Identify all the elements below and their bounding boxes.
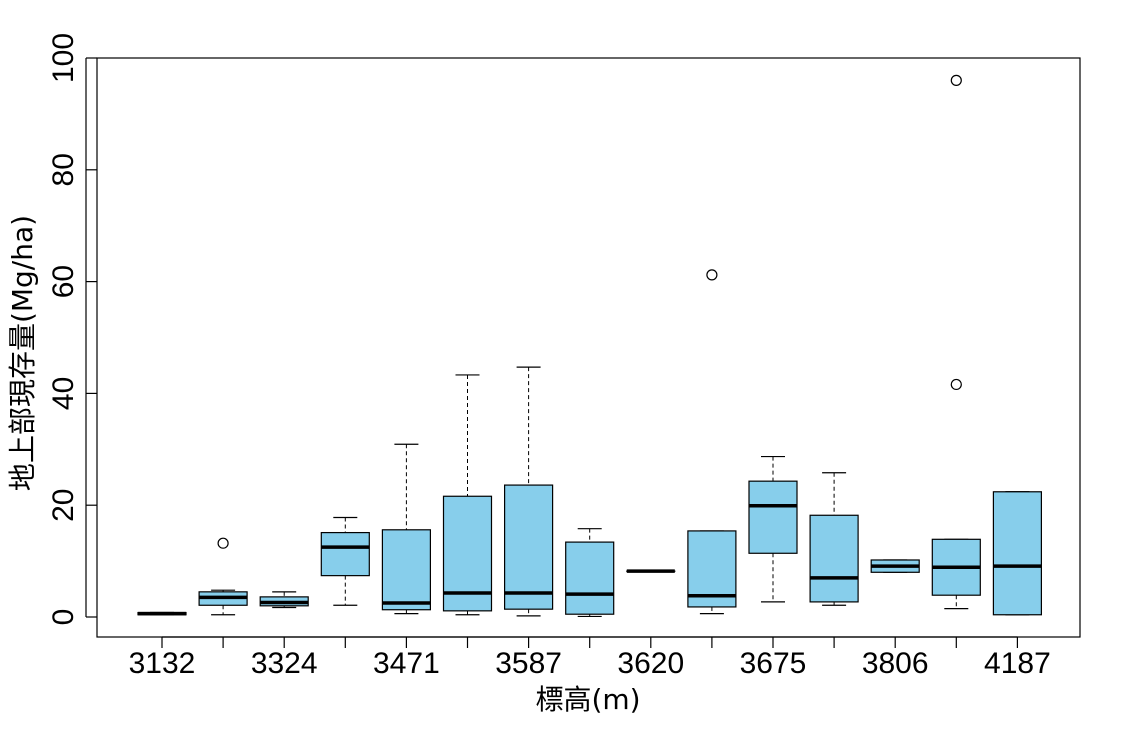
box-11 <box>748 455 798 603</box>
box-4 <box>320 516 370 606</box>
box-iqr <box>504 484 554 610</box>
box-13 <box>870 559 920 573</box>
box-12 <box>809 472 859 606</box>
y-tick-label: 40 <box>47 377 80 410</box>
box-iqr <box>748 480 798 554</box>
x-tick-label: 3324 <box>251 647 318 680</box>
outlier-point <box>950 378 962 391</box>
outlier-point <box>706 269 718 281</box>
y-tick-label: 80 <box>47 153 80 186</box>
x-tick-label: 3132 <box>129 647 196 680</box>
y-tick-label: 20 <box>47 489 80 522</box>
y-tick-label: 60 <box>47 265 80 298</box>
y-axis: 0 20 40 60 80 100 <box>47 33 97 625</box>
box-7 <box>504 366 554 617</box>
box-iqr <box>320 531 370 577</box>
x-axis: 3132 3324 3471 3587 3620 3675 3806 4187 <box>129 636 1051 680</box>
outlier-point <box>217 537 229 549</box>
x-tick-label: 3806 <box>862 647 929 680</box>
y-tick-label: 100 <box>47 33 80 83</box>
box-6 <box>442 374 493 616</box>
outlier-point <box>950 74 962 86</box>
x-tick-label: 3675 <box>740 647 807 680</box>
x-tick-label: 3471 <box>373 647 440 680</box>
y-tick-label: 0 <box>47 609 80 626</box>
box-10 <box>687 269 737 615</box>
boxes-layer <box>137 74 1043 618</box>
box-1 <box>137 611 187 616</box>
box-2 <box>198 537 248 616</box>
box-iqr <box>381 529 431 611</box>
box-iqr <box>992 491 1043 616</box>
box-3 <box>259 591 309 609</box>
y-axis-title: 地上部現存量(Mg/ha) <box>6 215 39 491</box>
box-iqr <box>565 541 615 615</box>
x-tick-label: 4187 <box>984 647 1051 680</box>
box-15 <box>992 491 1043 616</box>
x-tick-label: 3620 <box>617 647 684 680</box>
box-iqr <box>809 514 859 603</box>
box-8 <box>565 528 615 618</box>
x-tick-label: 3587 <box>495 647 562 680</box>
x-axis-title: 標高(m) <box>535 683 640 716</box>
box-14 <box>931 74 981 610</box>
box-5 <box>381 443 431 615</box>
